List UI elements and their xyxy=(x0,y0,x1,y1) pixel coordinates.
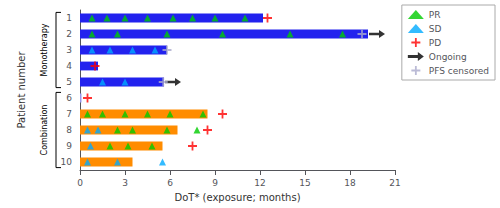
svg-text:21: 21 xyxy=(389,178,400,188)
svg-text:6: 6 xyxy=(66,93,72,103)
svg-text:15: 15 xyxy=(299,178,310,188)
svg-text:9: 9 xyxy=(66,141,72,151)
svg-text:2: 2 xyxy=(66,29,72,39)
svg-text:4: 4 xyxy=(66,61,72,71)
svg-text:1: 1 xyxy=(66,13,72,23)
svg-text:PFS censored: PFS censored xyxy=(429,66,489,76)
svg-text:Patient number: Patient number xyxy=(16,51,27,129)
svg-text:10: 10 xyxy=(61,157,73,167)
svg-text:Ongoing: Ongoing xyxy=(429,52,467,62)
svg-text:7: 7 xyxy=(66,109,72,119)
svg-text:Combination: Combination xyxy=(40,105,49,156)
svg-text:6: 6 xyxy=(167,178,173,188)
svg-text:Monotherapy: Monotherapy xyxy=(40,23,49,76)
svg-text:3: 3 xyxy=(66,45,72,55)
svg-text:PR: PR xyxy=(429,10,441,20)
svg-text:SD: SD xyxy=(429,24,442,34)
svg-text:18: 18 xyxy=(344,178,356,188)
svg-text:0: 0 xyxy=(77,178,83,188)
svg-text:DoT* (exposure; months): DoT* (exposure; months) xyxy=(174,192,300,203)
svg-text:9: 9 xyxy=(212,178,218,188)
svg-text:8: 8 xyxy=(66,125,72,135)
svg-text:PD: PD xyxy=(429,38,441,48)
svg-text:5: 5 xyxy=(66,77,72,87)
svg-text:12: 12 xyxy=(254,178,265,188)
svg-text:3: 3 xyxy=(122,178,128,188)
